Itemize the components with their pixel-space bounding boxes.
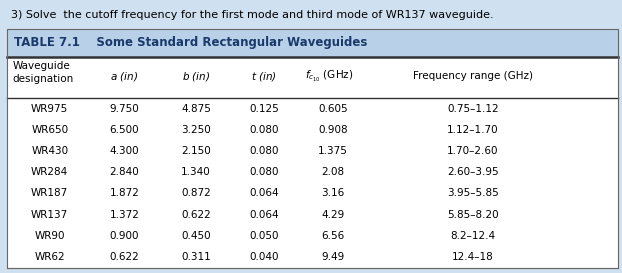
Text: 0.040: 0.040 [249,252,279,262]
Text: TABLE 7.1    Some Standard Rectangular Waveguides: TABLE 7.1 Some Standard Rectangular Wave… [14,37,367,49]
Text: WR650: WR650 [31,125,68,135]
Text: 0.622: 0.622 [181,210,211,220]
Text: 4.300: 4.300 [109,146,139,156]
Text: 0.080: 0.080 [249,125,279,135]
Text: 1.340: 1.340 [181,167,211,177]
Text: 0.75–1.12: 0.75–1.12 [447,104,498,114]
Text: 3.95–5.85: 3.95–5.85 [447,188,499,198]
Text: 0.908: 0.908 [318,125,348,135]
Text: 0.064: 0.064 [249,210,279,220]
Text: 1.872: 1.872 [109,188,139,198]
Text: WR975: WR975 [31,104,68,114]
Text: 2.150: 2.150 [181,146,211,156]
Text: 3.16: 3.16 [321,188,345,198]
Text: 9.750: 9.750 [109,104,139,114]
Text: 0.080: 0.080 [249,146,279,156]
Text: 12.4–18: 12.4–18 [452,252,494,262]
Text: 0.064: 0.064 [249,188,279,198]
Text: 2.840: 2.840 [109,167,139,177]
Text: $b$ (in): $b$ (in) [182,70,210,83]
Text: 0.450: 0.450 [181,231,211,241]
Text: 0.605: 0.605 [318,104,348,114]
Text: WR137: WR137 [31,210,68,220]
Text: 3.250: 3.250 [181,125,211,135]
Text: WR430: WR430 [31,146,68,156]
Text: 5.85–8.20: 5.85–8.20 [447,210,498,220]
Text: 1.372: 1.372 [109,210,139,220]
Text: Frequency range (GHz): Frequency range (GHz) [413,71,532,81]
Text: 0.872: 0.872 [181,188,211,198]
Text: 0.900: 0.900 [109,231,139,241]
Text: 4.29: 4.29 [321,210,345,220]
Text: 0.080: 0.080 [249,167,279,177]
Text: 0.311: 0.311 [181,252,211,262]
Text: 0.125: 0.125 [249,104,279,114]
Text: WR187: WR187 [31,188,68,198]
Text: 1.12–1.70: 1.12–1.70 [447,125,498,135]
Text: 8.2–12.4: 8.2–12.4 [450,231,495,241]
Text: WR62: WR62 [34,252,65,262]
Text: 1.375: 1.375 [318,146,348,156]
Text: 6.500: 6.500 [109,125,139,135]
Text: WR90: WR90 [34,231,65,241]
Text: 3) Solve  the cutoff frequency for the first mode and third mode of WR137 wavegu: 3) Solve the cutoff frequency for the fi… [11,10,493,20]
Text: 9.49: 9.49 [321,252,345,262]
Text: 4.875: 4.875 [181,104,211,114]
Text: 2.08: 2.08 [321,167,345,177]
Text: WR284: WR284 [31,167,68,177]
Text: $t$ (in): $t$ (in) [251,70,277,83]
Text: 1.70–2.60: 1.70–2.60 [447,146,498,156]
Text: 6.56: 6.56 [321,231,345,241]
Text: $f_{c_{10}}$ (GHz): $f_{c_{10}}$ (GHz) [305,69,354,84]
Text: 0.622: 0.622 [109,252,139,262]
Text: 2.60–3.95: 2.60–3.95 [447,167,498,177]
Text: Waveguide
designation: Waveguide designation [12,61,73,84]
Text: 0.050: 0.050 [249,231,279,241]
Text: $a$ (in): $a$ (in) [110,70,139,83]
